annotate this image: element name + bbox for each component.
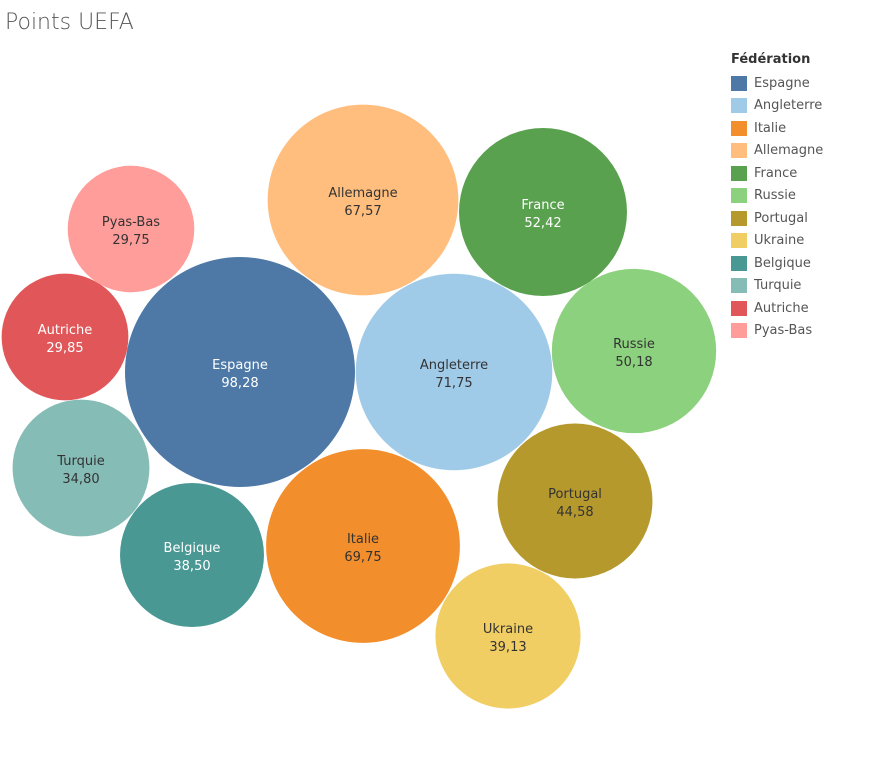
bubble-value: 67,57 [344,204,381,219]
legend-label: Autriche [754,300,809,316]
bubble-value: 69,75 [344,550,381,565]
bubble-label: Ukraine [483,622,533,637]
legend-item-turquie[interactable]: Turquie [731,275,823,298]
legend-item-espagne[interactable]: Espagne [731,72,823,95]
legend-label: Russie [754,188,796,204]
legend-swatch [731,255,747,271]
legend-swatch [731,323,747,339]
legend-label: Italie [754,120,787,136]
bubble-label: Belgique [164,541,221,556]
legend-label: Belgique [754,255,811,271]
bubble-pyas-bas[interactable]: Pyas-Bas 29,75 [67,165,195,293]
legend-item-portugal[interactable]: Portugal [731,207,823,230]
bubble-value: 39,13 [489,640,526,655]
legend-title: Fédération [731,52,811,67]
bubble-france[interactable]: France 52,42 [459,128,627,296]
bubble-mark[interactable] [120,483,264,627]
bubble-russie[interactable]: Russie 50,18 [551,268,717,434]
bubble-label: Allemagne [328,186,397,201]
bubble-mark[interactable] [497,423,653,579]
bubble-value: 34,80 [62,472,99,487]
legend-item-russie[interactable]: Russie [731,185,823,208]
legend-swatch [731,165,747,181]
legend-label: Angleterre [754,98,823,114]
bubble-mark[interactable] [266,449,460,643]
legend-item-belgique[interactable]: Belgique [731,252,823,275]
legend-swatch [731,120,747,136]
legend-swatch [731,143,747,159]
bubble-value: 44,58 [556,505,593,520]
bubble-label: Angleterre [420,358,488,373]
legend-item-ukraine[interactable]: Ukraine [731,230,823,253]
bubble-mark[interactable] [459,128,627,296]
bubble-label: Autriche [38,323,93,338]
legend-label: Allemagne [754,143,824,159]
bubble-mark[interactable] [355,273,553,471]
legend-swatch [731,75,747,91]
bubble-mark[interactable] [267,104,459,296]
bubble-value: 52,42 [524,216,561,231]
legend-swatch [731,98,747,114]
legend-label: Ukraine [754,233,805,249]
bubble-mark[interactable] [12,399,150,537]
bubble-belgique[interactable]: Belgique 38,50 [120,483,264,627]
bubble-label: Russie [613,337,655,352]
bubble-label: Pyas-Bas [102,215,160,230]
bubble-turquie[interactable]: Turquie 34,80 [12,399,150,537]
legend-swatch [731,188,747,204]
bubble-ukraine[interactable]: Ukraine 39,13 [435,563,581,709]
legend-item-pyas-bas[interactable]: Pyas-Bas [731,320,823,343]
bubble-label: Portugal [548,487,602,502]
chart-title: Points UEFA [5,10,134,35]
bubble-italie[interactable]: Italie 69,75 [266,449,460,643]
bubble-allemagne[interactable]: Allemagne 67,57 [267,104,459,296]
bubble-label: France [521,198,564,213]
legend-label: Pyas-Bas [754,323,813,339]
bubble-portugal[interactable]: Portugal 44,58 [497,423,653,579]
legend-item-angleterre[interactable]: Angleterre [731,95,823,118]
bubble-mark[interactable] [67,165,195,293]
bubble-value: 50,18 [615,355,652,370]
bubble-angleterre[interactable]: Angleterre 71,75 [355,273,553,471]
bubble-label: Turquie [56,454,104,469]
legend-label: Turquie [754,278,802,294]
bubble-espagne[interactable]: Espagne 98,28 [125,257,355,487]
bubble-mark[interactable] [1,273,129,401]
legend: Fédération Espagne Angleterre Italie Allema… [731,52,823,342]
legend-label: Portugal [754,210,808,226]
legend-swatch [731,278,747,294]
legend-item-italie[interactable]: Italie [731,117,823,140]
bubble-value: 98,28 [221,376,258,391]
bubble-label: Italie [347,532,379,547]
legend-swatch [731,300,747,316]
legend-item-allemagne[interactable]: Allemagne [731,140,823,163]
bubble-value: 71,75 [435,376,472,391]
legend-item-autriche[interactable]: Autriche [731,297,823,320]
legend-item-france[interactable]: France [731,162,823,185]
bubble-autriche[interactable]: Autriche 29,85 [1,273,129,401]
legend-swatch [731,210,747,226]
bubble-value: 29,75 [112,233,149,248]
bubble-label: Espagne [212,358,268,373]
bubble-value: 38,50 [173,559,210,574]
bubble-mark[interactable] [551,268,717,434]
bubble-mark[interactable] [435,563,581,709]
bubble-mark[interactable] [125,257,355,487]
legend-swatch [731,233,747,249]
legend-label: Espagne [754,75,810,91]
bubble-value: 29,85 [46,341,83,356]
legend-label: France [754,165,798,181]
